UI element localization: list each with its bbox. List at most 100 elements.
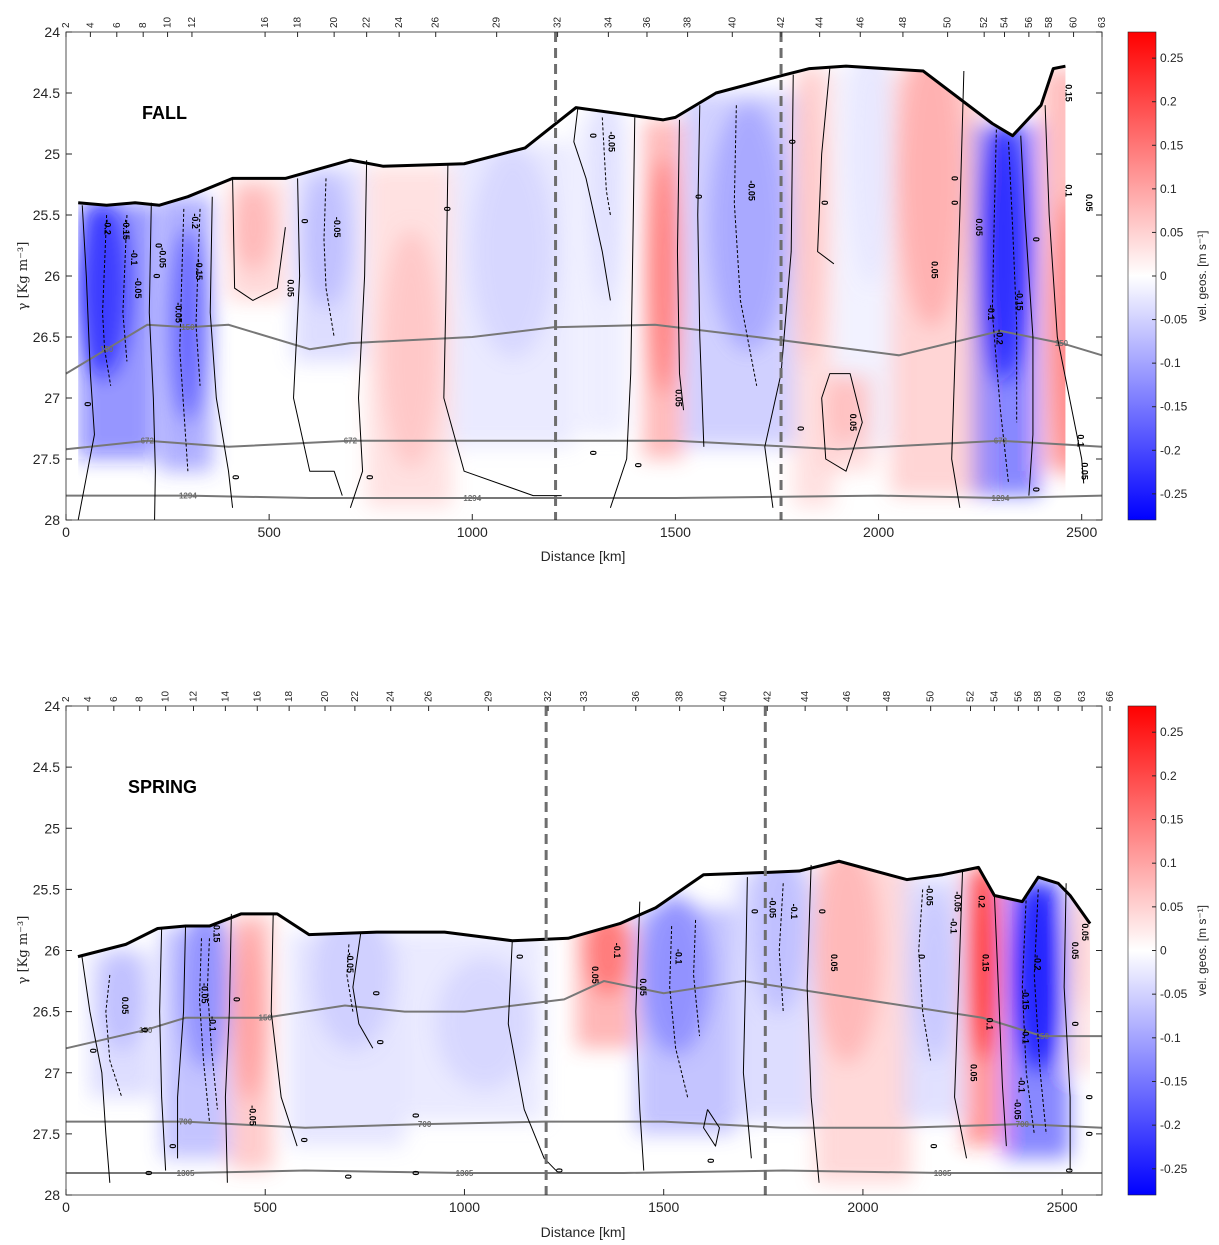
spring-station-label: 46 — [842, 690, 853, 702]
spring-station-label: 40 — [718, 690, 729, 702]
fall-velocity-core — [232, 184, 273, 270]
spring-contour-label: -0.1 — [1020, 1028, 1030, 1044]
spring-depth-label: 700 — [418, 1120, 432, 1129]
fall-surface — [78, 64, 1066, 207]
fall-contour-label: 0 — [151, 273, 161, 278]
fall-contour — [573, 107, 611, 301]
fall-axes: 0 500 1000 1500 2000 25002424.52525.52626.527… — [33, 16, 1108, 540]
fall-contour — [293, 178, 343, 496]
spring-title: SPRING — [128, 777, 197, 797]
spring-station-label: 2 — [61, 696, 72, 702]
fall-contour — [148, 202, 156, 520]
fall-station-label: 8 — [138, 22, 149, 28]
fall-contour-label: -0.15 — [1015, 290, 1025, 311]
fall-contour-label: -0.1 — [986, 305, 996, 321]
fall-station-label: 26 — [431, 16, 442, 28]
spring-depth-line — [66, 1169, 1102, 1174]
fall-mask-right — [1065, 32, 1102, 520]
spring-y-tick-label: 27 — [44, 1065, 60, 1081]
fall-station-label: 12 — [187, 16, 198, 28]
spring-colorbar-tick-label: 0.15 — [1160, 813, 1184, 827]
spring-y-axis-label: γ [Kg m⁻³] — [16, 916, 31, 985]
fall-contour-label: 0 — [300, 219, 310, 224]
spring-station-label: 22 — [350, 690, 361, 702]
fall-contour — [349, 160, 368, 508]
fall-contour — [209, 196, 234, 508]
fall-depth-label: 1294 — [992, 494, 1010, 503]
spring-panel: 150 150 150 700 700 700 1305 1305 1305 0.05 -0.05… — [16, 690, 1116, 1240]
fall-colorbar-tick-label: -0.05 — [1160, 313, 1188, 327]
spring-station-label: 24 — [386, 690, 397, 702]
spring-depth-lines: 150 150 150 700 700 700 1305 1305 1305 — [65, 980, 1103, 1178]
spring-contour-label: 0 — [231, 997, 241, 1002]
fall-contour — [733, 105, 758, 386]
spring-contour-label: 0 — [917, 954, 927, 959]
spring-station-label: 66 — [1105, 690, 1116, 702]
spring-station-label: 56 — [1013, 690, 1024, 702]
spring-x-axis-label: Distance [km] — [541, 1224, 626, 1240]
fall-contour-label: 0 — [1031, 487, 1041, 492]
spring-colorbar-tick-label: 0.2 — [1160, 769, 1177, 783]
fall-station-label: 42 — [776, 16, 787, 28]
spring-contour-label: -0.1 — [1016, 1077, 1026, 1093]
fall-velocity-core — [849, 32, 892, 288]
spring-colorbar-scale — [1127, 705, 1157, 1196]
spring-divider-lines — [544, 706, 767, 1195]
spring-station-label: 33 — [579, 690, 590, 702]
fall-y-tick-label: 25.5 — [33, 207, 60, 223]
spring-contour — [1021, 895, 1035, 1134]
spring-contour-label: 0 — [375, 1040, 385, 1045]
spring-contour-labels: 0.05 -0.05 -0.1 -0.15 -0.05 -0.05 0.05 -0.1 0.05… — [88, 885, 1094, 1179]
spring-contour-label: 0.05 — [590, 966, 600, 984]
spring-x-tick-label: 2000 — [847, 1199, 878, 1215]
fall-colorbar-scale — [1127, 31, 1157, 521]
fall-depth-label: 150 — [1055, 339, 1069, 348]
fall-station-label: 32 — [553, 16, 564, 28]
fall-divider-lines — [554, 32, 783, 520]
spring-station-label: 38 — [675, 690, 686, 702]
spring-colorbar-tick-label: -0.1 — [1160, 1031, 1181, 1045]
fall-contour-label: -0.05 — [174, 302, 184, 323]
spring-contour — [507, 940, 557, 1171]
fall-x-tick-label: 0 — [62, 524, 70, 540]
spring-depth-line — [65, 980, 1102, 1050]
fall-contour-label: 0.05 — [848, 414, 858, 432]
fall-contour-label: 0 — [442, 206, 452, 211]
spring-x-tick-label: 0 — [62, 1199, 70, 1215]
spring-depth-label: 1305 — [934, 1169, 952, 1178]
spring-contour-label: -0.05 — [199, 983, 209, 1004]
spring-contour — [346, 944, 354, 1012]
fall-contour-label: 0 — [820, 200, 830, 205]
spring-contour-label: -0.05 — [247, 1105, 257, 1126]
fall-contour-label: -0.05 — [157, 247, 167, 268]
spring-y-tick-label: 26 — [44, 943, 60, 959]
fall-station-label: 54 — [999, 16, 1010, 28]
fall-y-tick-label: 27.5 — [33, 451, 60, 467]
fall-station-label: 4 — [85, 22, 96, 28]
spring-x-tick-label: 2500 — [1047, 1199, 1078, 1215]
fall-depth-label: 672 — [344, 437, 358, 446]
spring-contour-label: 0.05 — [1070, 942, 1080, 960]
spring-y-tick-label: 24 — [44, 698, 60, 714]
fall-contour-label: 0 — [82, 402, 92, 407]
spring-contour-label: 0.2 — [976, 895, 986, 908]
spring-contour-label: -0.2 — [1032, 955, 1042, 971]
fall-contour-label: 0 — [787, 139, 797, 144]
spring-mask-area — [66, 706, 1102, 1195]
fall-velocity-core — [708, 103, 789, 352]
fall-contour-label: 0.05 — [974, 218, 984, 236]
spring-station-label: 10 — [161, 690, 172, 702]
fall-contour — [676, 119, 685, 411]
spring-velocity-core — [640, 895, 711, 1055]
fall-station-label: 48 — [898, 16, 909, 28]
spring-station-label: 6 — [109, 696, 120, 702]
spring-y-tick-label: 26.5 — [33, 1004, 60, 1020]
fall-velocity-core — [381, 229, 442, 469]
fall-contour-label: 0 — [694, 194, 704, 199]
spring-contour-label: -0.05 — [1012, 1099, 1022, 1120]
spring-contour — [742, 877, 752, 1159]
spring-contour-label: 0 — [817, 909, 827, 914]
fall-contour-label: 0 — [588, 133, 598, 138]
spring-contour — [105, 974, 123, 1098]
fall-contour-label: 0 — [795, 426, 805, 431]
